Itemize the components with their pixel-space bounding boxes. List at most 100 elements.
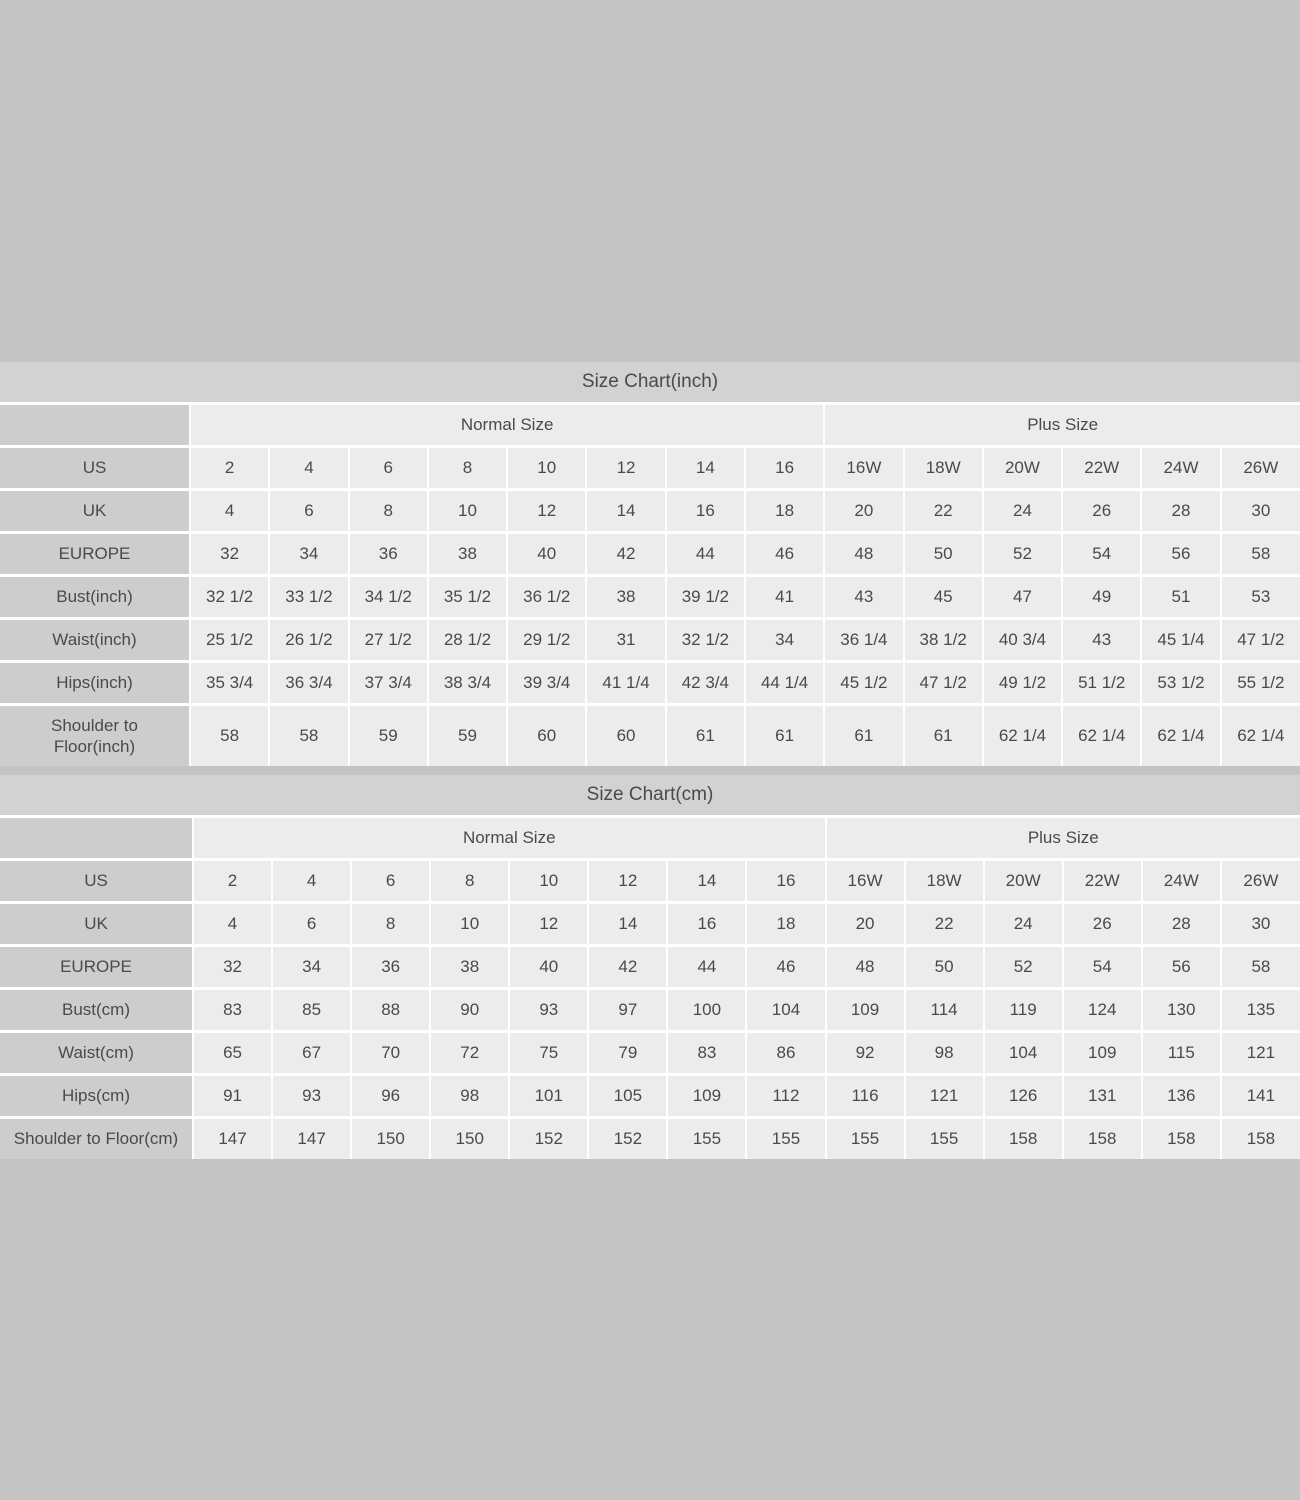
table-row: Waist(inch) 25 1/2 26 1/2 27 1/2 28 1/2 29 1/… — [0, 618, 1300, 663]
data-cell: 33 1/2 — [268, 575, 349, 620]
data-cell: 6 — [350, 859, 431, 904]
data-cell: 38 — [429, 945, 510, 990]
data-cell: 42 3/4 — [664, 661, 745, 706]
data-cell: 93 — [508, 988, 589, 1033]
data-cell: 22 — [902, 489, 983, 534]
row-label: Bust(inch) — [0, 575, 190, 620]
data-cell: 62 1/4 — [1219, 704, 1300, 766]
data-cell: 2 — [191, 859, 273, 904]
data-cell: 4 — [188, 489, 270, 534]
data-cell: 60 — [506, 704, 587, 766]
data-cell: 60 — [585, 704, 666, 766]
data-cell: 20W — [982, 859, 1063, 904]
data-cell: 35 3/4 — [188, 661, 270, 706]
data-cell: 24W — [1140, 446, 1221, 491]
data-cell: 53 1/2 — [1140, 661, 1221, 706]
data-cell: 16 — [664, 489, 745, 534]
data-cell: 54 — [1061, 945, 1142, 990]
data-cell: 36 1/2 — [506, 575, 587, 620]
row-label: EUROPE — [0, 532, 190, 577]
data-cell: 12 — [506, 489, 587, 534]
data-cell: 28 — [1140, 902, 1221, 947]
data-cell: 96 — [350, 1074, 431, 1119]
data-cell: 38 1/2 — [902, 618, 983, 663]
size-table-inch: Size Chart(inch) Normal Size Plus Size US 2 4… — [0, 362, 1300, 766]
data-cell: 37 3/4 — [347, 661, 428, 706]
data-cell: 10 — [506, 446, 587, 491]
data-cell: 121 — [1219, 1031, 1300, 1076]
row-label: UK — [0, 902, 193, 947]
table-row: UK 4 6 8 10 12 14 16 18 20 22 24 26 28 30 — [0, 489, 1300, 534]
table-row: Waist(cm) 65 67 70 72 75 79 83 86 92 98 104 109 115 12… — [0, 1031, 1300, 1076]
data-cell: 50 — [902, 532, 983, 577]
data-cell: 38 3/4 — [426, 661, 508, 706]
data-cell: 36 3/4 — [268, 661, 349, 706]
data-cell: 32 — [188, 532, 270, 577]
data-cell: 152 — [587, 1117, 668, 1159]
size-chart-inch: Size Chart(inch) Normal Size Plus Size US 2 4… — [0, 362, 1300, 766]
data-cell: 109 — [666, 1074, 747, 1119]
table-row: US 2 4 6 8 10 12 14 16 16W 18W 20W 22W 24W 26W — [0, 446, 1300, 491]
data-cell: 2 — [188, 446, 270, 491]
data-cell: 75 — [508, 1031, 589, 1076]
table-row: Shoulder to Floor(inch) 58 58 59 59 60 60 61 61 61… — [0, 704, 1300, 766]
table-row: US 2 4 6 8 10 12 14 16 16W 18W 20W 22W 24W 26W — [0, 859, 1300, 904]
data-cell: 50 — [903, 945, 984, 990]
data-cell: 130 — [1140, 988, 1221, 1033]
data-cell: 116 — [824, 1074, 905, 1119]
data-cell: 58 — [1219, 532, 1300, 577]
data-cell: 158 — [982, 1117, 1063, 1159]
data-cell: 34 1/2 — [347, 575, 428, 620]
data-cell: 67 — [271, 1031, 352, 1076]
data-cell: 85 — [271, 988, 352, 1033]
data-cell: 136 — [1140, 1074, 1221, 1119]
data-cell: 18 — [743, 489, 825, 534]
data-cell: 8 — [350, 902, 431, 947]
data-cell: 26 — [1061, 902, 1142, 947]
size-chart-cm: Size Chart(cm) Normal Size Plus Size US 2 4 6 8… — [0, 775, 1300, 1159]
group-header-corner — [0, 403, 190, 448]
data-cell: 54 — [1061, 532, 1142, 577]
data-cell: 61 — [902, 704, 983, 766]
data-cell: 40 — [506, 532, 587, 577]
table-row: Hips(cm) 91 93 96 98 101 105 109 112 116 121 126 131… — [0, 1074, 1300, 1119]
data-cell: 58 — [268, 704, 349, 766]
data-cell: 18 — [745, 902, 826, 947]
data-cell: 12 — [587, 859, 668, 904]
data-cell: 10 — [426, 489, 508, 534]
data-cell: 29 1/2 — [506, 618, 587, 663]
data-cell: 124 — [1061, 988, 1142, 1033]
data-cell: 58 — [1219, 945, 1300, 990]
data-cell: 51 1/2 — [1061, 661, 1142, 706]
row-label: Hips(cm) — [0, 1074, 193, 1119]
data-cell: 26W — [1219, 859, 1300, 904]
data-cell: 158 — [1061, 1117, 1142, 1159]
data-cell: 32 — [191, 945, 273, 990]
data-cell: 45 — [902, 575, 983, 620]
data-cell: 93 — [271, 1074, 352, 1119]
data-cell: 49 — [1061, 575, 1142, 620]
data-cell: 6 — [268, 489, 349, 534]
data-cell: 16W — [824, 859, 905, 904]
data-cell: 70 — [350, 1031, 431, 1076]
group-header-corner — [0, 816, 193, 861]
data-cell: 97 — [587, 988, 668, 1033]
data-cell: 150 — [350, 1117, 431, 1159]
data-cell: 158 — [1219, 1117, 1300, 1159]
chart-title-row: Size Chart(cm) — [0, 775, 1300, 818]
data-cell: 98 — [903, 1031, 984, 1076]
data-cell: 28 1/2 — [426, 618, 508, 663]
data-cell: 62 1/4 — [981, 704, 1063, 766]
data-cell: 39 1/2 — [664, 575, 745, 620]
data-cell: 42 — [585, 532, 666, 577]
data-cell: 16W — [823, 446, 904, 491]
data-cell: 152 — [508, 1117, 589, 1159]
row-label: Bust(cm) — [0, 988, 193, 1033]
data-cell: 8 — [426, 446, 508, 491]
group-header-row: Normal Size Plus Size — [0, 403, 1300, 448]
data-cell: 25 1/2 — [188, 618, 270, 663]
group-header-row: Normal Size Plus Size — [0, 816, 1300, 861]
group-header-plus-size: Plus Size — [824, 816, 1300, 861]
data-cell: 91 — [191, 1074, 273, 1119]
